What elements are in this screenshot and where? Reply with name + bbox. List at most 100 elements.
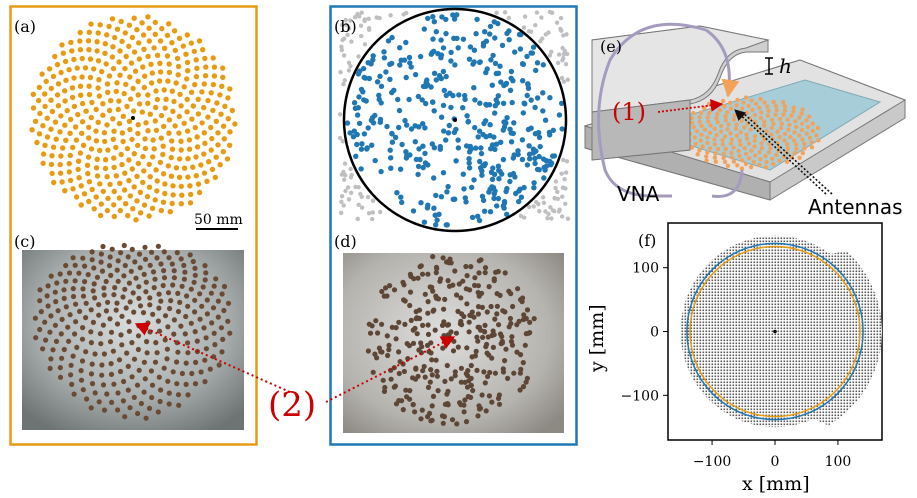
antenna-dot	[219, 83, 225, 90]
panel-c-photo-antennas	[32, 242, 233, 421]
schematic-antenna	[723, 114, 728, 119]
antenna-dot	[36, 84, 43, 91]
photo-antenna	[202, 357, 208, 363]
antenna-dot	[365, 125, 371, 131]
antenna-dot	[195, 96, 201, 103]
photo-antenna	[48, 356, 54, 362]
antenna-dot	[402, 117, 408, 124]
antenna-dot	[548, 162, 554, 168]
schematic-antenna	[814, 133, 819, 138]
photo-antenna	[150, 311, 156, 317]
antenna-dot	[466, 160, 472, 166]
antenna-dot	[370, 53, 376, 59]
antenna-dot	[97, 22, 103, 28]
antenna-dot	[421, 219, 428, 225]
antenna-dot	[190, 103, 196, 109]
antenna-dot	[152, 118, 158, 124]
antenna-dot	[181, 120, 187, 127]
antenna-dot	[63, 77, 69, 84]
antenna-dot	[377, 73, 383, 80]
antenna-dot	[487, 209, 494, 215]
photo-antenna	[492, 370, 498, 376]
photo-antenna	[452, 268, 458, 274]
photo-antenna	[472, 282, 478, 288]
outside-dot	[494, 10, 499, 15]
schematic-antenna	[773, 112, 778, 117]
antenna-dot	[185, 174, 191, 180]
antenna-dot	[44, 115, 50, 121]
photo-antenna	[135, 410, 141, 417]
photo-antenna	[38, 309, 44, 315]
photo-antenna	[427, 379, 433, 385]
antenna-dot	[504, 185, 510, 192]
antenna-dot	[211, 73, 218, 79]
photo-antenna	[495, 268, 501, 275]
antenna-dot	[143, 120, 149, 126]
schematic-antenna	[729, 106, 734, 111]
schematic-antenna	[800, 137, 805, 142]
photo-antenna	[178, 323, 184, 329]
antenna-dot	[162, 181, 168, 187]
photo-antenna	[155, 409, 161, 415]
photo-antenna	[400, 279, 406, 285]
antenna-dot	[62, 98, 68, 104]
photo-antenna	[524, 307, 531, 313]
photo-antenna	[50, 347, 56, 353]
outside-dot	[563, 61, 569, 67]
photo-antenna	[210, 305, 217, 311]
outside-dot	[342, 177, 347, 182]
schematic-antenna	[712, 126, 717, 131]
outside-dot	[365, 194, 371, 200]
outside-dot	[370, 216, 375, 222]
antenna-dot	[358, 146, 365, 152]
outside-dot	[388, 13, 393, 18]
photo-antenna	[375, 330, 381, 336]
outside-dot	[537, 209, 542, 214]
photo-antenna	[48, 273, 54, 279]
photo-antenna	[83, 315, 89, 321]
antenna-dot	[184, 109, 190, 115]
antenna-dot	[110, 116, 116, 122]
photo-antenna	[473, 348, 479, 354]
antenna-dot	[87, 56, 94, 62]
antenna-dot	[177, 156, 183, 162]
outside-dot	[545, 216, 550, 221]
antenna-dot	[165, 163, 171, 169]
photo-antenna	[481, 328, 487, 335]
x-tick-label: 100	[825, 454, 852, 470]
photo-antenna	[90, 319, 96, 325]
photo-antenna	[444, 322, 450, 328]
antenna-dot	[384, 123, 390, 130]
antenna-dot	[64, 107, 70, 114]
schematic-antenna	[748, 127, 753, 132]
antenna-dot	[167, 209, 173, 215]
antenna-dot	[396, 124, 402, 131]
photo-antenna	[171, 268, 177, 274]
photo-antenna	[486, 393, 492, 399]
antenna-dot	[88, 146, 95, 152]
photo-antenna	[80, 387, 86, 393]
photo-antenna	[207, 366, 213, 372]
photo-antenna	[55, 308, 61, 314]
antenna-dot	[184, 96, 190, 103]
photo-antenna	[480, 334, 486, 340]
photo-antenna	[389, 324, 395, 330]
antenna-dot	[456, 92, 462, 98]
photo-antenna	[433, 357, 439, 363]
photo-antenna	[372, 351, 378, 357]
photo-antenna	[489, 355, 495, 361]
photo-antenna	[365, 348, 371, 354]
antenna-dot	[450, 196, 456, 202]
outside-dot	[555, 189, 560, 195]
photo-antenna	[80, 293, 87, 299]
photo-antenna	[211, 330, 217, 336]
antenna-dot	[111, 128, 117, 134]
outside-dot	[341, 82, 346, 87]
photo-antenna	[494, 311, 500, 317]
photo-antenna	[468, 362, 474, 369]
callout-2-arrow-left	[134, 322, 291, 393]
antenna-dot	[454, 12, 460, 18]
photo-antenna	[136, 284, 142, 290]
photo-antenna	[401, 297, 407, 303]
antenna-dot	[448, 104, 454, 111]
